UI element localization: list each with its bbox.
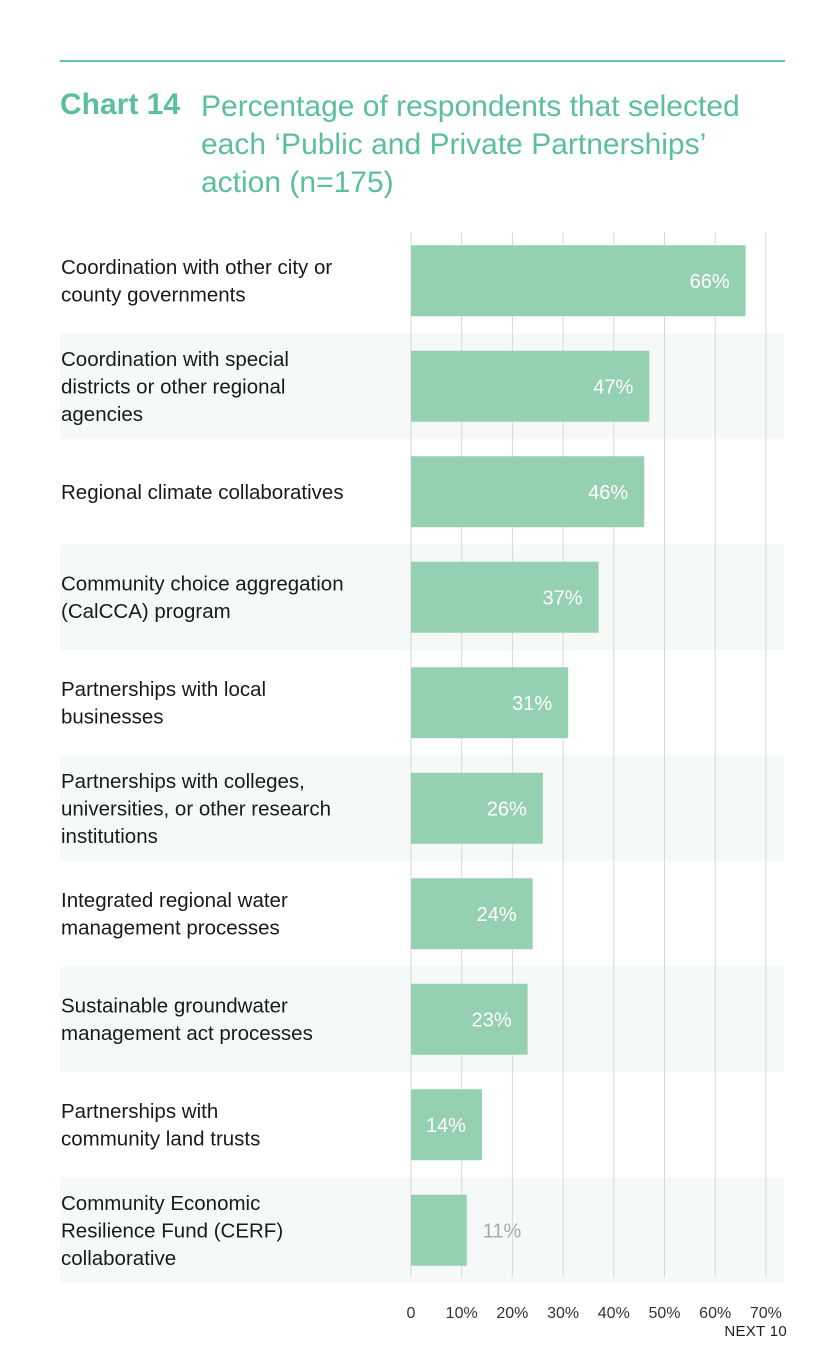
category-label-line: Partnerships with local	[61, 678, 266, 701]
category-label-line: universities, or other research	[61, 797, 331, 820]
bar-value-label: 14%	[426, 1115, 466, 1137]
bar-value-label: 23%	[472, 1009, 512, 1031]
category-label-line: collaborative	[61, 1247, 176, 1270]
bar-chart: 66% Coordination with other city or county…	[61, 232, 782, 1320]
category-label-line: Partnerships with colleges,	[61, 770, 305, 793]
category-label: Partnerships with community land trusts	[61, 1100, 260, 1151]
bar	[411, 1194, 467, 1266]
category-label-line: (CalCCA) program	[61, 600, 231, 623]
category-label-line: businesses	[61, 706, 164, 729]
bar-value-label: 47%	[593, 376, 633, 398]
bar	[411, 983, 528, 1055]
category-label-line: Coordination with other city or	[61, 256, 332, 279]
x-tick-label: 20%	[496, 1305, 528, 1320]
x-tick-label: 30%	[547, 1305, 579, 1320]
category-label-line: Integrated regional water	[61, 889, 288, 912]
x-tick-label: 70%	[750, 1305, 782, 1320]
category-label: Regional climate collaboratives	[61, 481, 344, 504]
category-label-line: county governments	[61, 284, 246, 307]
x-tick-label: 10%	[446, 1305, 478, 1320]
category-label-line: Sustainable groundwater	[61, 995, 288, 1018]
bar	[411, 350, 650, 422]
category-label: Coordination with other city or county go…	[61, 256, 332, 307]
x-tick-label: 0	[407, 1305, 416, 1320]
category-label-line: Regional climate collaboratives	[61, 481, 344, 504]
bar-value-label: 26%	[487, 798, 527, 820]
category-label-line: Resilience Fund (CERF)	[61, 1219, 283, 1242]
category-label-line: management act processes	[61, 1022, 313, 1045]
category-label-line: Partnerships with	[61, 1100, 218, 1123]
bar-value-label: 11%	[483, 1220, 522, 1242]
category-label: Sustainable groundwater management act pr…	[61, 995, 313, 1046]
x-tick-label: 60%	[699, 1305, 731, 1320]
category-label: Community Economic Resilience Fund (CERF)…	[61, 1192, 283, 1270]
category-label: Coordination with special districts or ot…	[61, 348, 289, 426]
bar	[411, 667, 569, 739]
bar	[411, 561, 599, 633]
category-label: Partnerships with colleges, universities,…	[61, 770, 331, 848]
bar-value-label: 46%	[588, 482, 628, 504]
category-label-line: agencies	[61, 403, 143, 426]
category-label-line: community land trusts	[61, 1128, 260, 1151]
bar	[411, 878, 533, 950]
bar-value-label: 37%	[543, 587, 583, 609]
bar	[411, 245, 746, 317]
category-label-line: Community choice aggregation	[61, 573, 344, 596]
category-label-line: Community Economic	[61, 1192, 260, 1215]
bar	[411, 772, 543, 844]
footer-brand: NEXT 10	[724, 1323, 787, 1340]
x-tick-label: 40%	[598, 1305, 630, 1320]
bar	[411, 1089, 482, 1161]
category-label: Partnerships with local businesses	[61, 678, 266, 729]
bar-value-label: 66%	[690, 271, 730, 293]
category-label: Integrated regional water management proc…	[61, 889, 288, 940]
category-label: Community choice aggregation (CalCCA) pro…	[61, 573, 344, 624]
bar-value-label: 31%	[512, 693, 552, 715]
category-label-line: Coordination with special	[61, 348, 289, 371]
top-rule	[60, 60, 785, 62]
category-label-line: districts or other regional	[61, 375, 285, 398]
chart-number: Chart 14	[60, 88, 181, 121]
x-tick-label: 50%	[648, 1305, 680, 1320]
category-label-line: management processes	[61, 917, 280, 940]
category-label-line: institutions	[61, 825, 158, 848]
chart-title: Percentage of respondents that selected …	[201, 90, 740, 199]
bar-value-label: 24%	[477, 904, 517, 926]
bar	[411, 456, 645, 528]
